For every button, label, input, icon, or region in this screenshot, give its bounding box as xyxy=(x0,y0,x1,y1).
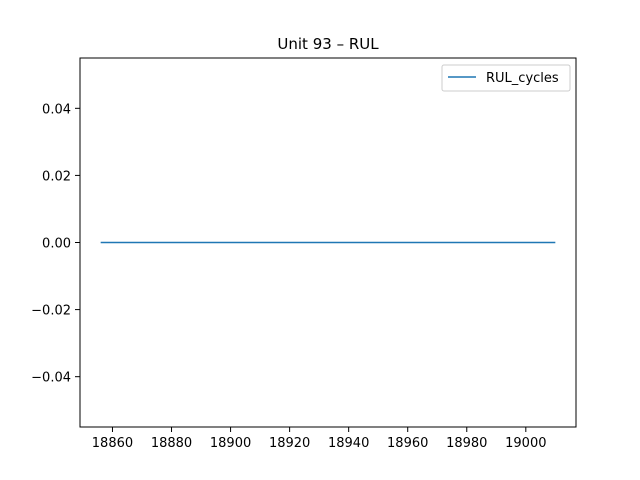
plot-area: 18860 18880 18900 18920 18940 18960 18980 19000… xyxy=(31,57,577,451)
x-tick-label-6: 18980 xyxy=(446,436,487,451)
y-tick-label-3: 0.02 xyxy=(42,169,71,184)
x-tick-label-2: 18900 xyxy=(210,436,251,451)
legend-entry-rul-cycles: RUL_cycles xyxy=(486,71,559,86)
x-tick-label-4: 18940 xyxy=(328,436,369,451)
x-tick-label-5: 18960 xyxy=(387,436,428,451)
y-tick-label-2: 0.00 xyxy=(42,237,71,252)
x-tick-label-7: 19000 xyxy=(505,436,546,451)
axes-frame xyxy=(79,57,577,428)
x-tick-label-1: 18880 xyxy=(151,436,192,451)
y-tick-label-1: −0.02 xyxy=(31,304,71,319)
chart-title: Unit 93 – RUL xyxy=(277,35,379,53)
y-tick-label-0: −0.04 xyxy=(31,371,71,386)
legend-box xyxy=(441,64,571,92)
legend: RUL_cycles xyxy=(441,64,571,92)
x-tick-label-0: 18860 xyxy=(92,436,133,451)
x-tick-label-3: 18920 xyxy=(269,436,310,451)
y-tick-label-4: 0.04 xyxy=(42,102,71,117)
